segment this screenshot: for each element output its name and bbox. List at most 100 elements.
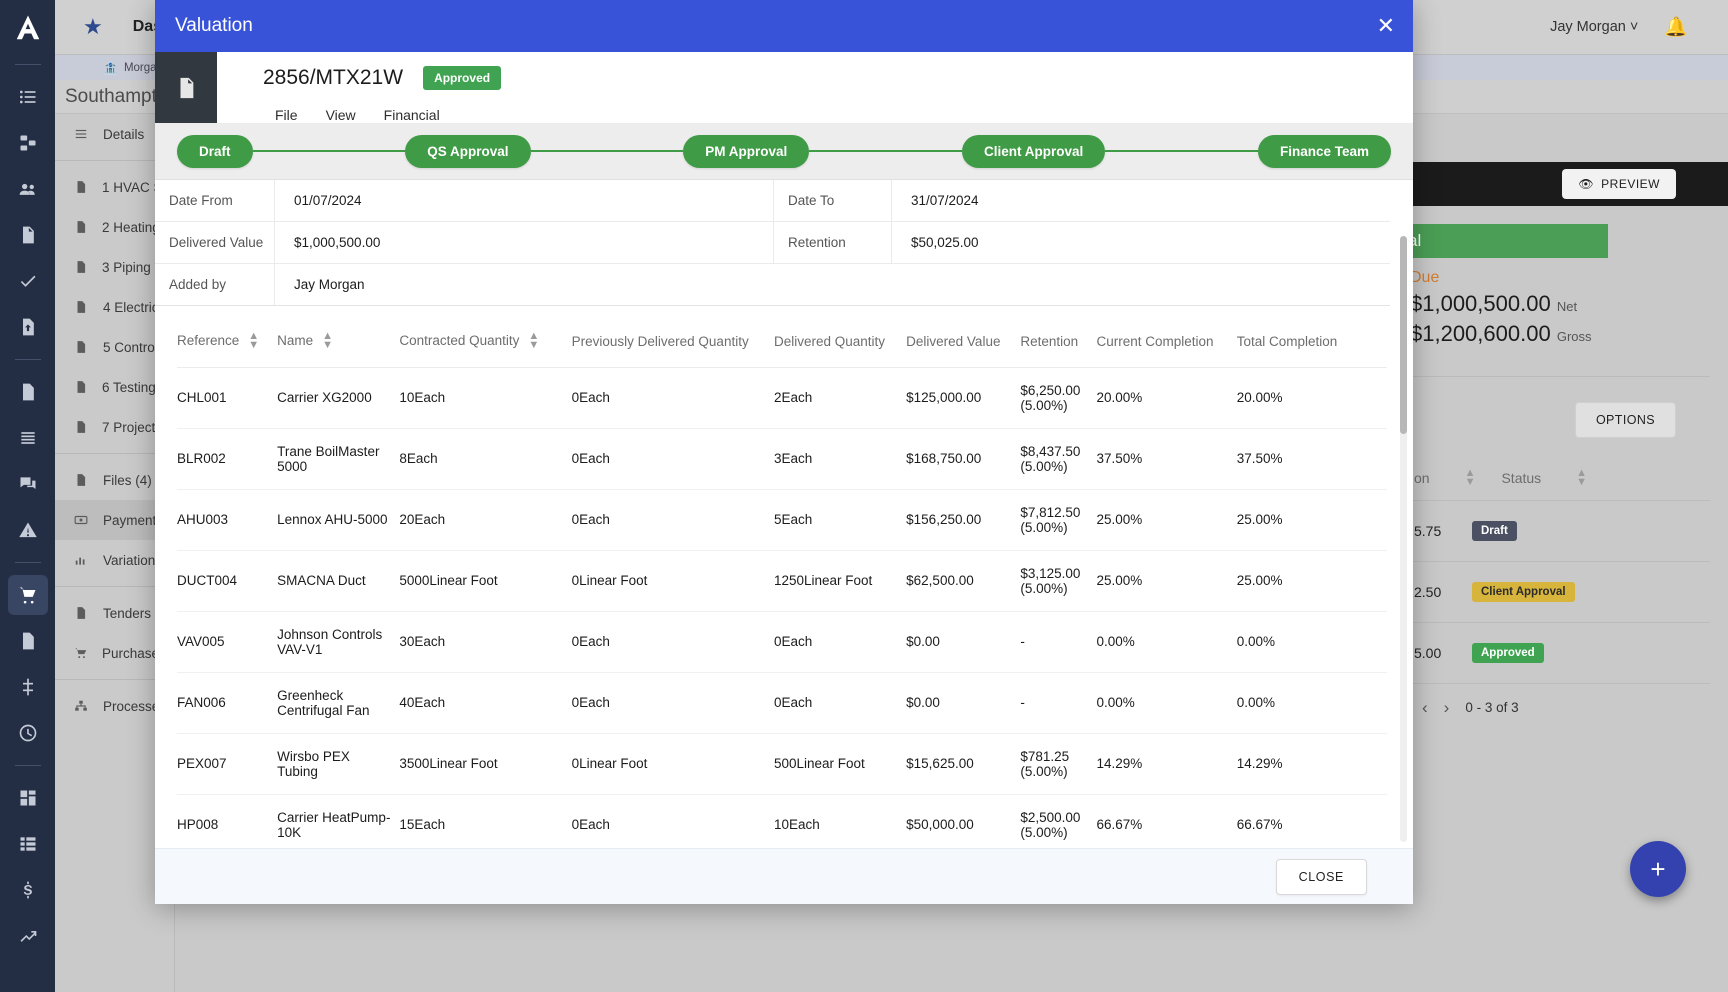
step-client-approval[interactable]: Client Approval xyxy=(962,134,1106,168)
step-connector xyxy=(1105,150,1258,152)
notifications-bell-icon[interactable]: 🔔 xyxy=(1664,17,1688,38)
step-pm-approval[interactable]: PM Approval xyxy=(683,134,810,168)
col-reference[interactable]: Reference ▲ ▼ xyxy=(177,318,278,368)
upload-file-icon[interactable] xyxy=(8,307,48,347)
table-row[interactable]: 5.75 Draft xyxy=(1400,499,1710,561)
col-header-status[interactable]: Status xyxy=(1501,470,1542,487)
table-icon[interactable] xyxy=(8,824,48,864)
nav-details[interactable]: Details xyxy=(55,114,174,154)
table-row[interactable]: HP008 Carrier HeatPump-10K 15Each 0Each 10Ea… xyxy=(177,794,1387,848)
check-icon[interactable] xyxy=(8,261,48,301)
sidebar-item-electrical[interactable]: 4 Electrical xyxy=(55,287,174,327)
warning-icon[interactable] xyxy=(8,510,48,550)
table-row[interactable]: DUCT004 SMACNA Duct 5000Linear Foot 0Linear… xyxy=(177,550,1387,612)
add-fab-button[interactable]: + xyxy=(1630,841,1686,897)
label: 5 Controls xyxy=(103,339,165,355)
menu-item-financial[interactable]: Financial xyxy=(383,107,440,123)
sidebar-item-files[interactable]: Files (4) xyxy=(55,460,174,500)
sort-icon[interactable]: ▲ ▼ xyxy=(322,330,334,352)
sort-icon[interactable]: ▲ ▼ xyxy=(1464,467,1476,489)
app-logo-icon[interactable] xyxy=(0,0,55,55)
status-badge: Approved xyxy=(1472,642,1544,663)
cell-contracted-quantity: 30Each xyxy=(399,611,572,673)
sidebar-item-variations[interactable]: Variations xyxy=(55,540,174,580)
document-icon[interactable] xyxy=(8,215,48,255)
col-contracted-quantity[interactable]: Contracted Quantity ▲ ▼ xyxy=(399,318,572,368)
preview-button[interactable]: 👁 PREVIEW xyxy=(1562,169,1676,199)
dollar-icon[interactable] xyxy=(8,870,48,910)
file-text-icon[interactable] xyxy=(8,372,48,412)
table-row[interactable]: CHL001 Carrier XG2000 10Each 0Each 2Each $125… xyxy=(177,367,1387,429)
close-button[interactable]: CLOSE xyxy=(1275,858,1367,895)
cell-current-completion: 25.00% xyxy=(1096,489,1237,551)
table-row[interactable]: AHU003 Lennox AHU-5000 20Each 0Each 5Each $15… xyxy=(177,489,1387,551)
favorite-star-icon[interactable]: ★ xyxy=(83,14,103,39)
meta-label-date-to: Date To xyxy=(774,180,892,221)
scrollbar-thumb[interactable] xyxy=(1400,236,1407,434)
step-finance-team[interactable]: Finance Team xyxy=(1258,134,1392,168)
list-icon[interactable] xyxy=(8,77,48,117)
panel-divider xyxy=(1400,376,1710,377)
menu-icon xyxy=(74,127,89,141)
file-icon xyxy=(74,380,88,394)
sidebar-item-controls[interactable]: 5 Controls xyxy=(55,327,174,367)
table-row[interactable]: PEX007 Wirsbo PEX Tubing 3500Linear Foot 0L… xyxy=(177,733,1387,795)
cell-reference: BLR002 xyxy=(177,428,278,490)
table-row[interactable]: FAN006 Greenheck Centrifugal Fan 40Each 0Ea… xyxy=(177,672,1387,734)
sidebar-item-payments[interactable]: Payments xyxy=(55,500,174,540)
merge-icon[interactable] xyxy=(8,667,48,707)
scrollbar-track[interactable] xyxy=(1400,236,1407,842)
rail-divider xyxy=(14,64,41,65)
people-icon[interactable] xyxy=(8,169,48,209)
icon-rail xyxy=(0,0,55,992)
note-icon[interactable] xyxy=(8,621,48,661)
sort-icon[interactable]: ▲ ▼ xyxy=(248,330,260,352)
col-name[interactable]: Name ▲ ▼ xyxy=(277,318,400,368)
table-row[interactable]: 2.50 Client Approval xyxy=(1400,560,1710,622)
cell-reference: VAV005 xyxy=(177,611,278,673)
meta-label-delivered-value: Delivered Value xyxy=(155,222,275,263)
sidebar-item-tenders[interactable]: Tenders xyxy=(55,593,174,633)
due-summary: Due $1,000,500.00 Net $1,200,600.00 Gros… xyxy=(1400,269,1710,347)
col-header-on[interactable]: on xyxy=(1414,470,1430,487)
meta-label-added-by: Added by xyxy=(155,264,275,305)
menu-item-view[interactable]: View xyxy=(325,107,356,123)
cell-previously-delivered: 0Each xyxy=(571,794,774,848)
user-menu[interactable]: Jay Morgan ˅ xyxy=(1550,19,1638,35)
cell-reference: PEX007 xyxy=(177,733,278,795)
sort-icon[interactable]: ▲ ▼ xyxy=(1576,467,1588,489)
cell-current-completion: 14.29% xyxy=(1096,733,1237,795)
step-qs-approval[interactable]: QS Approval xyxy=(405,134,531,168)
grid-icon[interactable] xyxy=(8,778,48,818)
cell-current-completion: 66.67% xyxy=(1096,794,1237,848)
cell-retention-percent: (5.00%) xyxy=(1020,397,1068,413)
cell-contracted-quantity: 40Each xyxy=(399,672,572,734)
due-net-row: $1,000,500.00 Net xyxy=(1400,291,1710,317)
modal-scroll-area[interactable]: Date From 01/07/2024 Date To 31/07/2024 … xyxy=(155,180,1413,848)
chat-icon[interactable] xyxy=(8,464,48,504)
next-page-icon[interactable]: › xyxy=(1443,697,1450,717)
cell-retention-percent: (5.00%) xyxy=(1020,763,1068,779)
menu-item-file[interactable]: File xyxy=(275,107,298,123)
options-button[interactable]: OPTIONS xyxy=(1574,402,1676,438)
prev-page-icon[interactable]: ‹ xyxy=(1422,697,1428,717)
cart-icon[interactable] xyxy=(7,575,48,615)
sidebar-item-processes[interactable]: Processes xyxy=(55,686,174,726)
cell-delivered-quantity: 3Each xyxy=(773,428,907,490)
step-draft[interactable]: Draft xyxy=(177,134,253,168)
sort-icon[interactable]: ▲ ▼ xyxy=(528,330,540,352)
rows-icon[interactable] xyxy=(8,418,48,458)
nav-details-label: Details xyxy=(103,126,145,142)
trend-icon[interactable] xyxy=(8,916,48,956)
table-row[interactable]: 5.00 Approved xyxy=(1400,621,1710,683)
label: Retention xyxy=(1020,333,1079,349)
table-row[interactable]: VAV005 Johnson Controls VAV-V1 30Each 0Each… xyxy=(177,611,1387,673)
modal-title: Valuation xyxy=(175,15,253,36)
clock-icon[interactable] xyxy=(8,713,48,753)
table-row[interactable]: BLR002 Trane BoilMaster 5000 8Each 0Each 3Ea… xyxy=(177,428,1387,490)
hierarchy-icon[interactable] xyxy=(8,123,48,163)
col-current-completion: Current Completion xyxy=(1096,318,1237,368)
close-icon[interactable]: ✕ xyxy=(1376,13,1395,38)
preview-label: PREVIEW xyxy=(1601,177,1660,191)
preview-toolbar: 👁 PREVIEW xyxy=(1400,162,1728,206)
